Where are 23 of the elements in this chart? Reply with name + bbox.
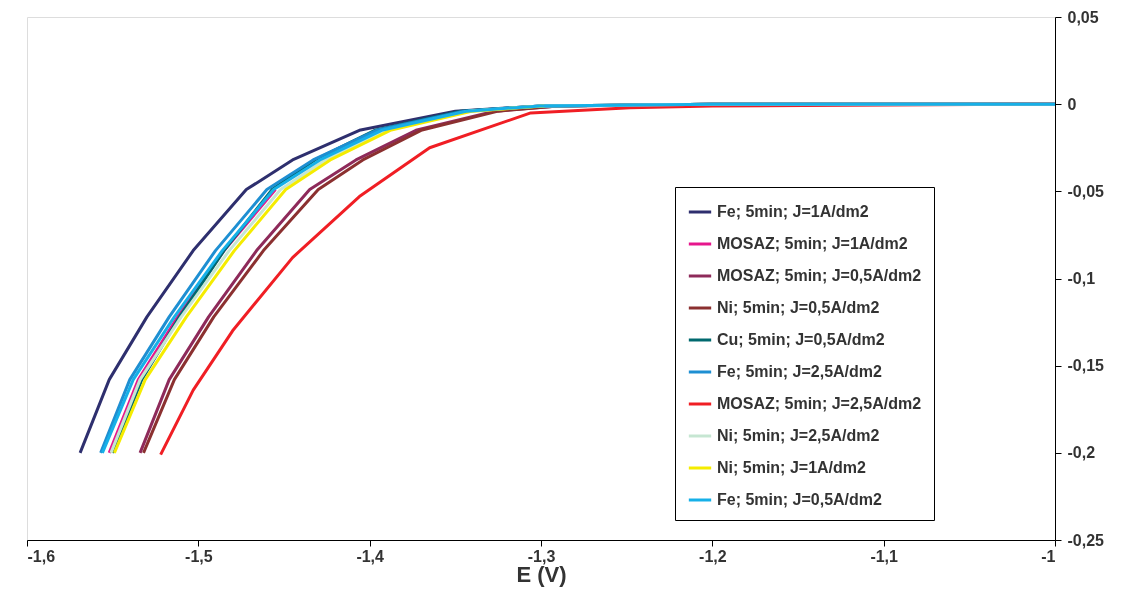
- y-tick-label: -0,2: [1067, 444, 1096, 462]
- legend-label: Fe; 5min; J=0,5A/dm2: [717, 491, 883, 508]
- x-tick-label: -1,1: [870, 547, 899, 565]
- legend-label: MOSAZ; 5min; J=2,5A/dm2: [717, 395, 922, 412]
- y-tick-label: 0,05: [1067, 8, 1099, 26]
- y-tick-label: 0: [1067, 95, 1077, 113]
- x-tick-label: -1,4: [356, 547, 385, 565]
- legend-label: Cu; 5min; J=0,5A/dm2: [717, 331, 885, 348]
- y-tick-label: -0,15: [1067, 357, 1105, 375]
- legend-label: Fe; 5min; J=2,5A/dm2: [717, 363, 883, 380]
- legend-label: MOSAZ; 5min; J=1A/dm2: [717, 235, 908, 252]
- x-tick-label: -1,6: [27, 547, 56, 565]
- y-tick-label: -0,25: [1067, 531, 1105, 549]
- legend-label: Ni; 5min; J=2,5A/dm2: [717, 427, 880, 444]
- y-tick-label: -0,05: [1067, 182, 1105, 200]
- legend-label: MOSAZ; 5min; J=0,5A/dm2: [717, 267, 922, 284]
- legend-label: Ni; 5min; J=1A/dm2: [717, 459, 867, 476]
- x-tick-label: -1,2: [699, 547, 727, 565]
- legend-label: Ni; 5min; J=0,5A/dm2: [717, 299, 880, 316]
- x-tick-label: -1: [1041, 547, 1056, 565]
- legend-label: Fe; 5min; J=1A/dm2: [717, 203, 869, 220]
- x-tick-label: -1,5: [185, 547, 213, 565]
- y-tick-label: -0,1: [1067, 270, 1096, 287]
